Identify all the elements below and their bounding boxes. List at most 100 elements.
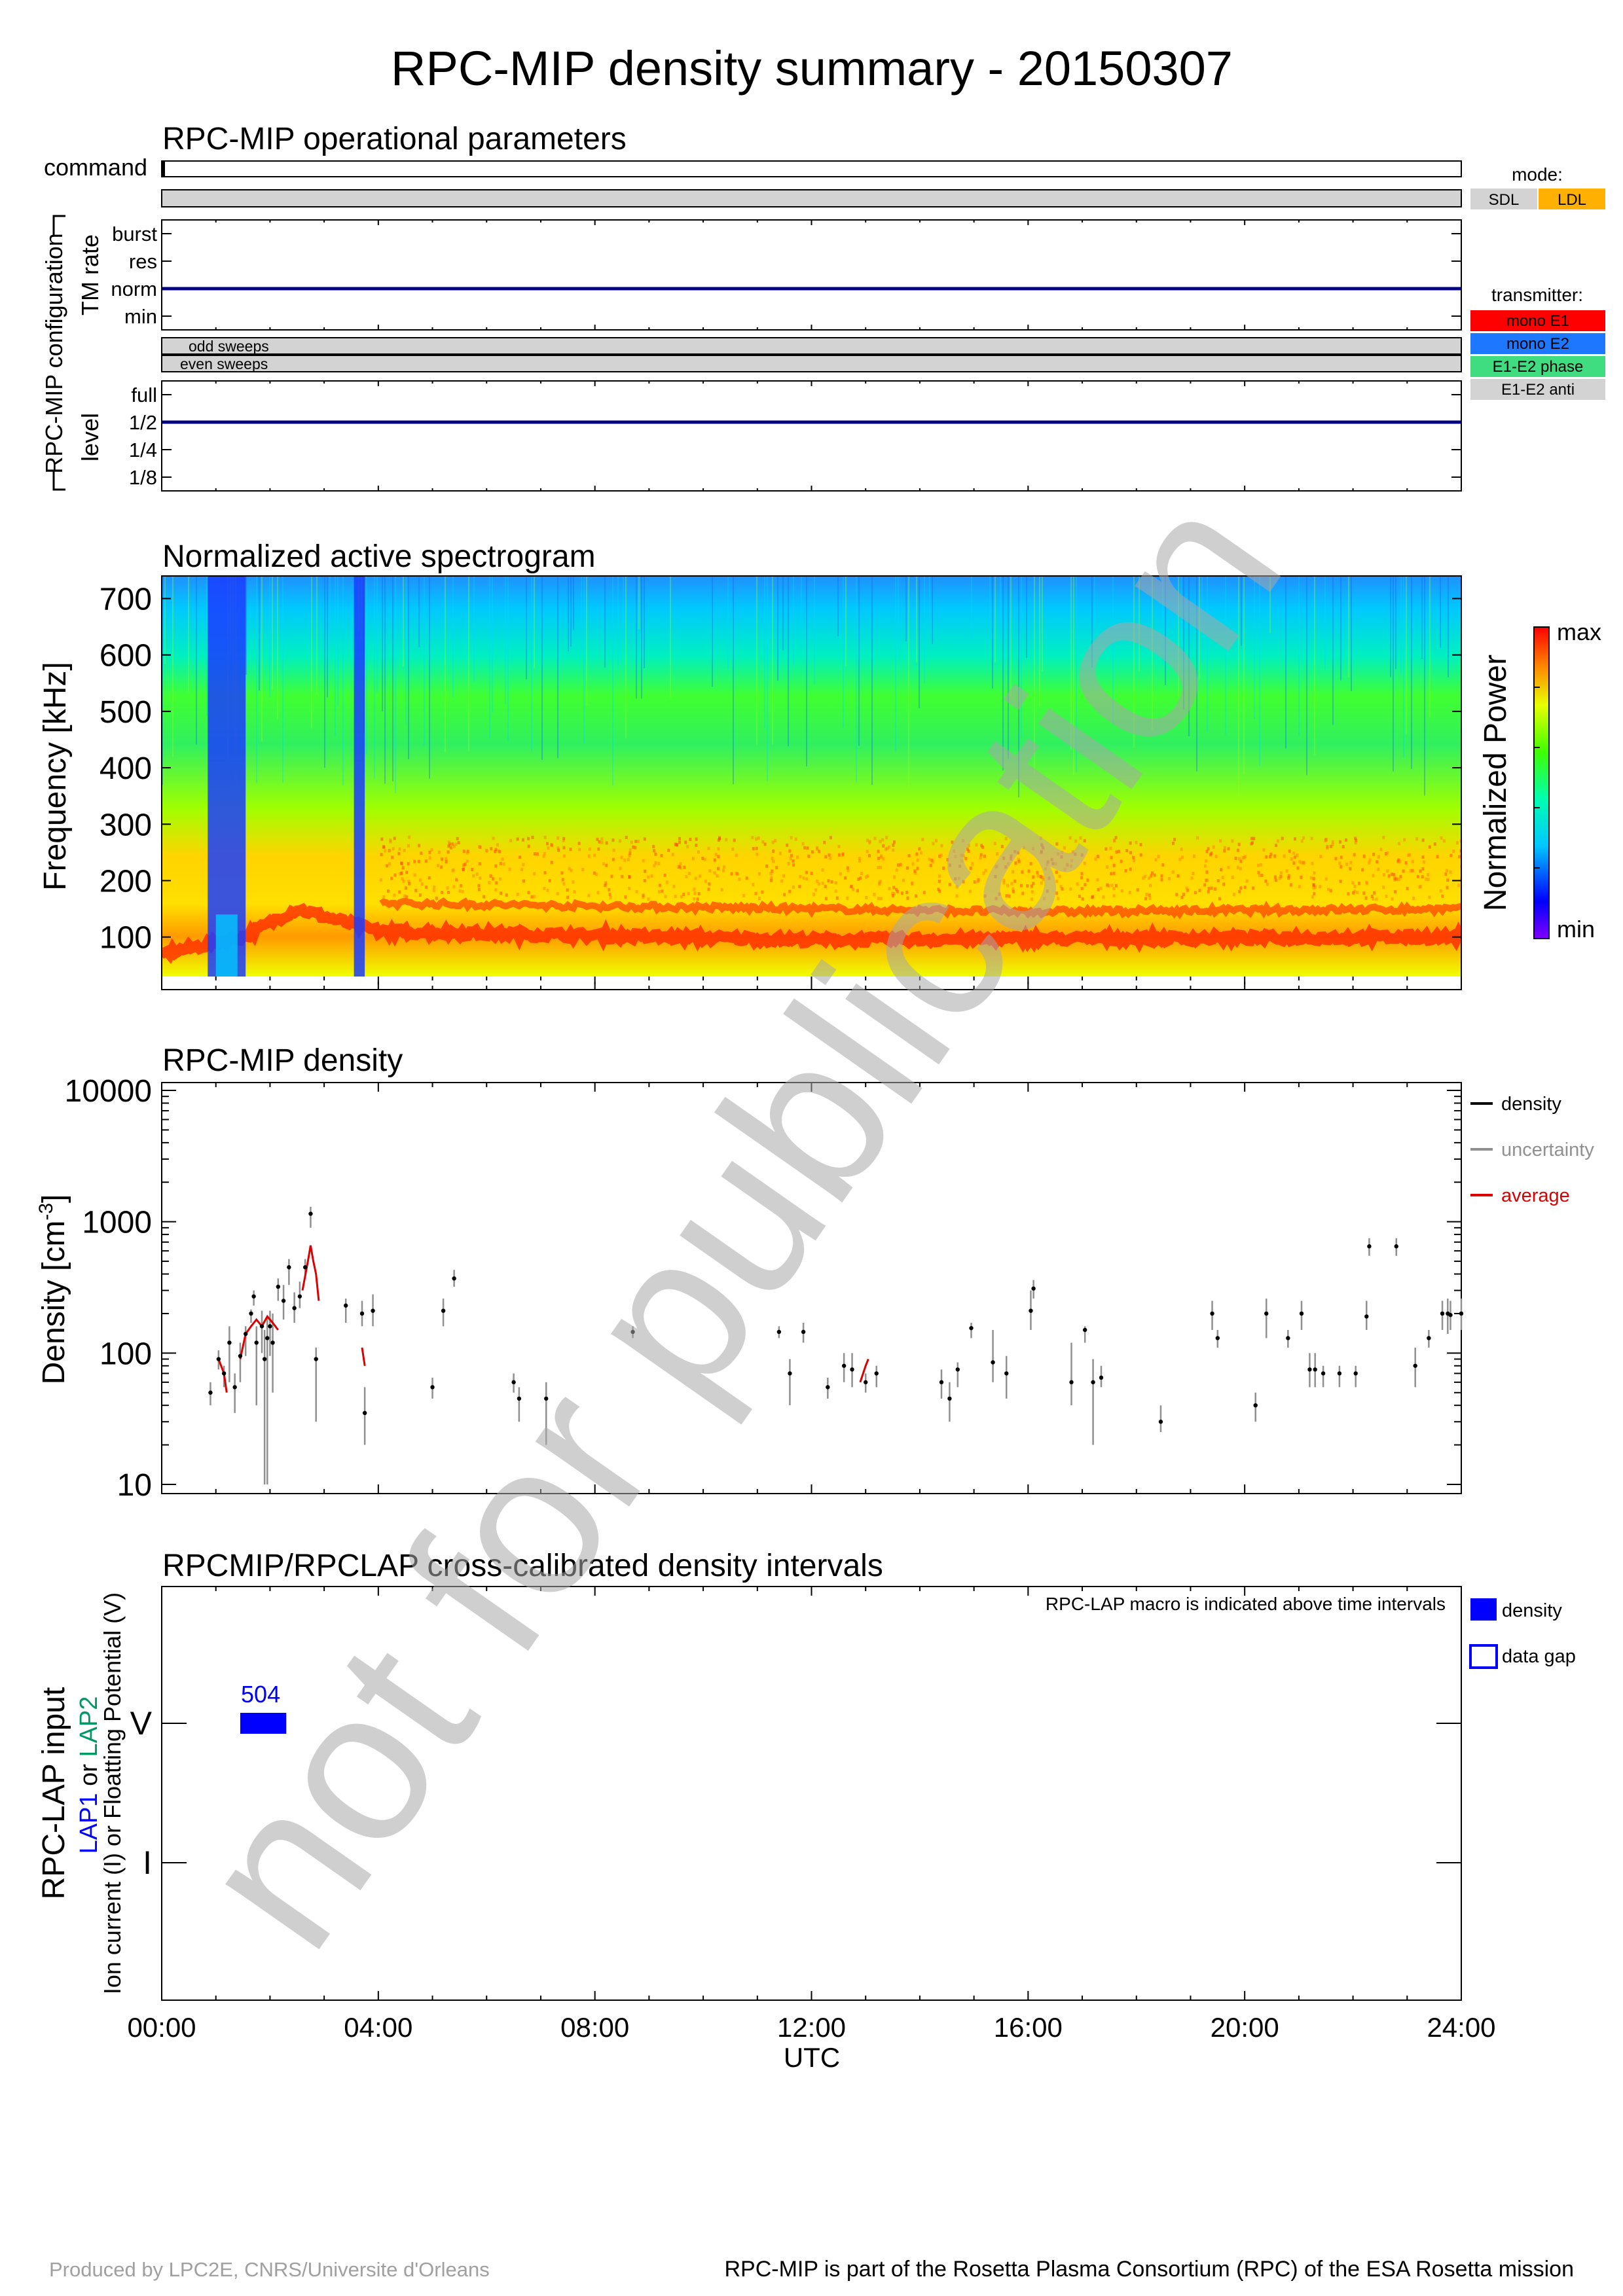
spectrogram-speckle — [911, 881, 914, 885]
spectrogram-speckle — [1459, 849, 1461, 853]
spectrogram-speckle — [713, 858, 716, 862]
density-point — [251, 1294, 256, 1299]
tm-rate-box — [161, 219, 1462, 331]
spectrogram-speckle — [1339, 880, 1342, 884]
spectrogram-speckle — [1425, 877, 1428, 881]
spectrogram-stripe — [424, 576, 425, 745]
spectrogram-speckle — [1452, 850, 1455, 853]
spectrogram-stripe — [905, 576, 907, 642]
tx-anti-swatch — [1470, 379, 1605, 400]
spectrogram-stripe — [1254, 576, 1255, 719]
spectrogram-speckle — [1010, 854, 1013, 858]
spectrogram-speckle — [1294, 837, 1297, 841]
spectrogram-stripe — [507, 576, 509, 742]
spectrogram-speckle — [1300, 861, 1304, 865]
spectrogram-speckle — [885, 836, 888, 840]
spectrogram-speckle — [1030, 884, 1033, 888]
spectrogram-speckle — [1300, 875, 1303, 879]
spectrogram-speckle — [1112, 871, 1116, 875]
spectrogram-speckle — [678, 865, 681, 869]
spectrogram-speckle — [643, 879, 646, 883]
spectrogram-speckle — [1362, 854, 1366, 858]
spectrogram-speckle — [1109, 846, 1112, 850]
spectrogram-speckle — [751, 836, 754, 840]
density-point — [1448, 1312, 1453, 1318]
level-axis-label: level — [77, 413, 103, 461]
spectrogram-title: Normalized active spectrogram — [162, 539, 596, 574]
spectrogram-speckle — [708, 882, 711, 886]
spectrogram-speckle — [1114, 884, 1118, 888]
spectrogram-speckle — [1287, 876, 1290, 880]
density-ylabel: Density [cm-3] — [35, 1194, 71, 1385]
spectrogram-speckle — [858, 859, 861, 863]
spectrogram-speckle — [1160, 878, 1163, 882]
spectrogram-speckle — [896, 889, 899, 893]
spectrogram-stripe — [586, 576, 587, 706]
spectrogram-speckle — [778, 852, 782, 855]
spectrogram-speckle — [882, 857, 885, 861]
spectrogram-speckle — [1157, 855, 1160, 859]
spectrogram-speckle — [527, 891, 530, 895]
spectrogram-speckle — [1055, 880, 1059, 884]
density-point — [1082, 1327, 1087, 1333]
spectrogram-speckle — [982, 871, 985, 875]
spectrogram-speckle — [1190, 876, 1194, 880]
tm-rate-burst: burst — [112, 223, 157, 245]
spectrogram-speckle — [1312, 883, 1315, 887]
spectrogram-speckle — [425, 886, 428, 889]
spectrogram-speckle — [921, 838, 924, 842]
spectrogram-stripe — [641, 576, 642, 699]
spectrogram-speckle — [447, 844, 450, 848]
spectrogram-speckle — [877, 850, 880, 853]
lap-ylabel-probes: LAP1 or LAP2 — [75, 1696, 103, 1854]
spectrogram-speckle — [1099, 886, 1103, 890]
spectrogram-speckle — [407, 844, 410, 848]
spectrogram-speckle — [1326, 844, 1329, 848]
spectrogram-speckle — [399, 872, 402, 876]
spectrogram-stripe — [989, 576, 991, 640]
spectrogram-stripe — [316, 576, 318, 695]
spectrogram-speckle — [609, 896, 612, 900]
spectrogram-speckle — [1063, 846, 1067, 850]
spectrogram-speckle — [472, 874, 475, 878]
spectrogram-speckle — [388, 849, 391, 853]
spectrogram-speckle — [1004, 836, 1008, 840]
spectrogram-stripe — [1018, 576, 1019, 798]
spectrogram-speckle — [1046, 863, 1049, 867]
spectrogram-ytick-label: 300 — [100, 808, 152, 842]
spectrogram-speckle — [1050, 857, 1053, 861]
lap-legend-density-label: density — [1502, 1600, 1562, 1621]
spectrogram-speckle — [380, 853, 383, 857]
spectrogram-speckle — [455, 878, 458, 882]
spectrogram-speckle — [879, 897, 883, 901]
spectrogram-speckle — [783, 893, 786, 897]
spectrogram-speckle — [754, 891, 757, 895]
spectrogram-speckle — [1110, 884, 1114, 888]
density-point — [441, 1308, 446, 1313]
spectrogram-speckle — [661, 889, 664, 893]
spectrogram-stripe — [1225, 576, 1226, 735]
config-bracket-top — [52, 215, 65, 236]
spectrogram-speckle — [1386, 851, 1389, 855]
spectrogram-stripe — [492, 576, 493, 713]
spectrogram-speckle — [1411, 869, 1414, 872]
spectrogram-stripe — [489, 576, 490, 738]
spectrogram-speckle — [502, 862, 505, 866]
spectrogram-speckle — [1017, 859, 1021, 863]
spectrogram-speckle — [799, 874, 802, 878]
spectrogram-speckle — [462, 867, 465, 871]
spectrogram-speckle — [1142, 876, 1145, 880]
spectrogram-speckle — [550, 843, 553, 847]
spectrogram-speckle — [527, 844, 530, 848]
spectrogram-stripe — [269, 576, 270, 698]
spectrogram-speckle — [405, 870, 409, 874]
spectrogram-stripe — [473, 576, 475, 682]
density-point — [1286, 1336, 1290, 1340]
lap-ylabel-or: or — [75, 1757, 103, 1793]
density-xticks — [215, 1083, 1408, 1494]
spectrogram-speckle — [1345, 838, 1348, 842]
spectrogram-speckle — [1027, 869, 1030, 873]
spectrogram-speckle — [1391, 872, 1394, 876]
spectrogram-speckle — [1046, 860, 1049, 864]
spectrogram-stripe — [793, 576, 794, 665]
